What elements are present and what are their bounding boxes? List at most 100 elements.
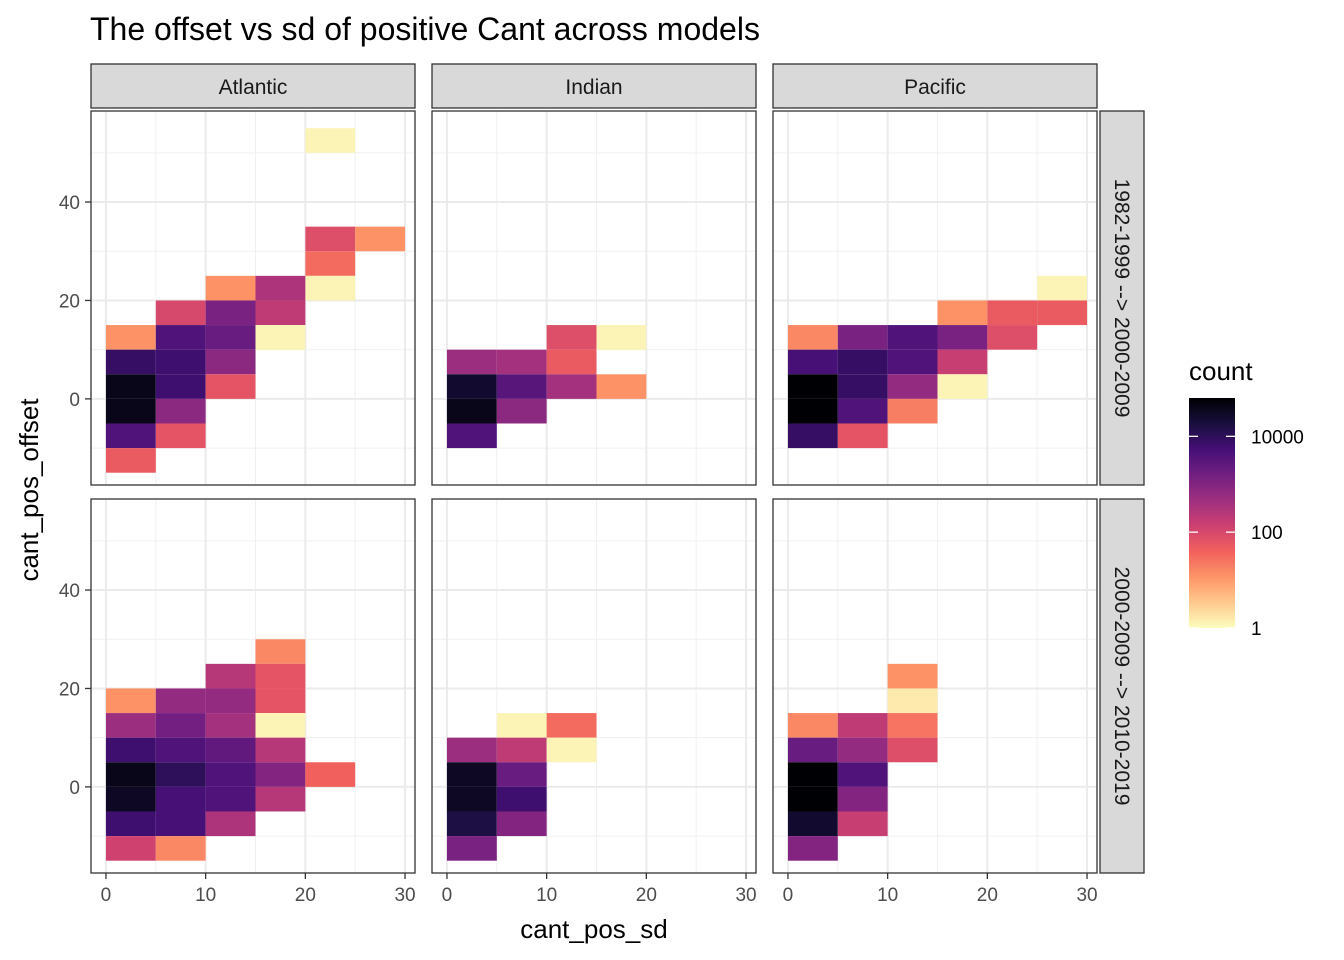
panel-indian-2: 0 10 20 30: [431, 498, 757, 906]
heatmap-cell: [155, 398, 206, 424]
x-axis-label: cant_pos_sd: [520, 914, 667, 944]
heatmap-cell: [837, 713, 888, 738]
x-tick-label: 0: [101, 885, 112, 906]
x-tick-label: 30: [394, 885, 415, 906]
chart-title: The offset vs sd of positive Cant across…: [90, 11, 760, 47]
x-tick-label: 10: [195, 885, 216, 906]
heatmap-cell: [305, 762, 356, 787]
y-tick-label: 0: [69, 390, 80, 411]
facet-strip-row-2: 2000-2009 --> 2010-2019: [1099, 498, 1145, 874]
heatmap-cell: [105, 349, 156, 375]
legend-label: 100: [1251, 523, 1283, 544]
heatmap-cell: [205, 811, 256, 837]
heatmap-cell: [105, 836, 156, 861]
facet-strip-label: 2000-2009 --> 2010-2019: [1110, 567, 1133, 806]
heatmap-cell: [305, 251, 356, 276]
x-tick-label: 0: [442, 885, 453, 906]
heatmap-cell: [446, 737, 497, 763]
heatmap-cell: [1037, 300, 1088, 326]
heatmap-cell: [255, 762, 306, 787]
heatmap-cell: [155, 762, 206, 787]
heatmap-cell: [155, 737, 206, 763]
heatmap-cell: [205, 713, 256, 738]
facet-strip-row-1: 1982-1999 --> 2000-2009: [1099, 110, 1145, 486]
heatmap-cell: [205, 786, 256, 812]
heatmap-cell: [787, 836, 838, 861]
heatmap-cell: [546, 713, 597, 738]
panel-indian-1: [431, 110, 757, 486]
heatmap-cell: [105, 811, 156, 837]
heatmap-cell: [787, 811, 838, 837]
heatmap-cell: [787, 762, 838, 787]
heatmap-cell: [155, 786, 206, 812]
heatmap-cell: [837, 737, 888, 763]
y-axis-label: cant_pos_offset: [14, 398, 44, 582]
heatmap-cell: [446, 762, 497, 787]
heatmap-cell: [787, 325, 838, 350]
heatmap-cell: [787, 786, 838, 812]
panel-border: [90, 110, 416, 486]
legend-colorbar: [1189, 398, 1235, 628]
facet-strip-label: Indian: [565, 76, 622, 99]
heatmap-cell: [937, 349, 988, 375]
x-tick-label: 30: [735, 885, 756, 906]
facet-strip-atlantic: Atlantic: [90, 63, 416, 109]
facet-strip-background: [431, 63, 757, 109]
heatmap-cell: [105, 713, 156, 738]
panel-pacific-2: 0 10 20 30: [772, 498, 1098, 906]
heatmap-cell: [937, 300, 988, 326]
heatmap-cell: [155, 325, 206, 350]
facet-strip-label: Atlantic: [219, 76, 288, 99]
heatmap-cell: [446, 374, 497, 399]
heatmap-cell: [887, 663, 938, 689]
heatmap-cell: [205, 325, 256, 350]
heatmap-cell: [837, 786, 888, 812]
heatmap-cell: [205, 300, 256, 326]
x-tick-label: 30: [1076, 885, 1097, 906]
panel-border: [90, 498, 416, 874]
heatmap-cell: [105, 762, 156, 787]
heatmap-cell: [105, 398, 156, 424]
x-tick-label: 10: [536, 885, 557, 906]
heatmap-cell: [205, 737, 256, 763]
heatmap-cell: [105, 688, 156, 714]
heatmap-cell: [837, 811, 888, 837]
heatmap-cell: [496, 811, 547, 837]
heatmap-cell: [596, 374, 647, 399]
heatmap-cell: [205, 374, 256, 399]
heatmap-cell: [496, 713, 547, 738]
heatmap-cell: [205, 349, 256, 375]
heatmap-cell: [546, 349, 597, 375]
heatmap-cell: [255, 639, 306, 664]
legend-label: 10000: [1251, 427, 1304, 448]
y-tick-label: 20: [59, 291, 80, 312]
heatmap-cell: [255, 325, 306, 350]
heatmap-cell: [496, 349, 547, 375]
heatmap-cell: [546, 325, 597, 350]
heatmap-cell: [305, 226, 356, 252]
heatmap-cell: [155, 811, 206, 837]
color-legend: count 10000 100 1: [1189, 356, 1304, 640]
panel-atlantic-1: 0 20 40: [59, 110, 416, 486]
heatmap-cell: [887, 374, 938, 399]
panel-border: [772, 498, 1098, 874]
heatmap-cell: [987, 325, 1038, 350]
heatmap-cell: [105, 423, 156, 449]
y-tick-label: 0: [69, 778, 80, 799]
facet-panels: Atlantic Indian Pacific 1982-1999 --> 2000-…: [59, 63, 1145, 906]
heatmap-cell: [446, 811, 497, 837]
heatmap-cell: [105, 448, 156, 473]
heatmap-cell: [937, 325, 988, 350]
heatmap-cell: [787, 423, 838, 449]
heatmap-cell: [155, 300, 206, 326]
heatmap-cell: [205, 762, 256, 787]
legend-label: 1: [1251, 619, 1262, 640]
heatmap-cell: [205, 688, 256, 714]
y-tick-label: 40: [59, 193, 80, 214]
facet-strip-background: [772, 63, 1098, 109]
heatmap-cell: [887, 713, 938, 738]
heatmap-cell: [105, 325, 156, 350]
panel-border: [772, 110, 1098, 486]
heatmap-cell: [837, 398, 888, 424]
